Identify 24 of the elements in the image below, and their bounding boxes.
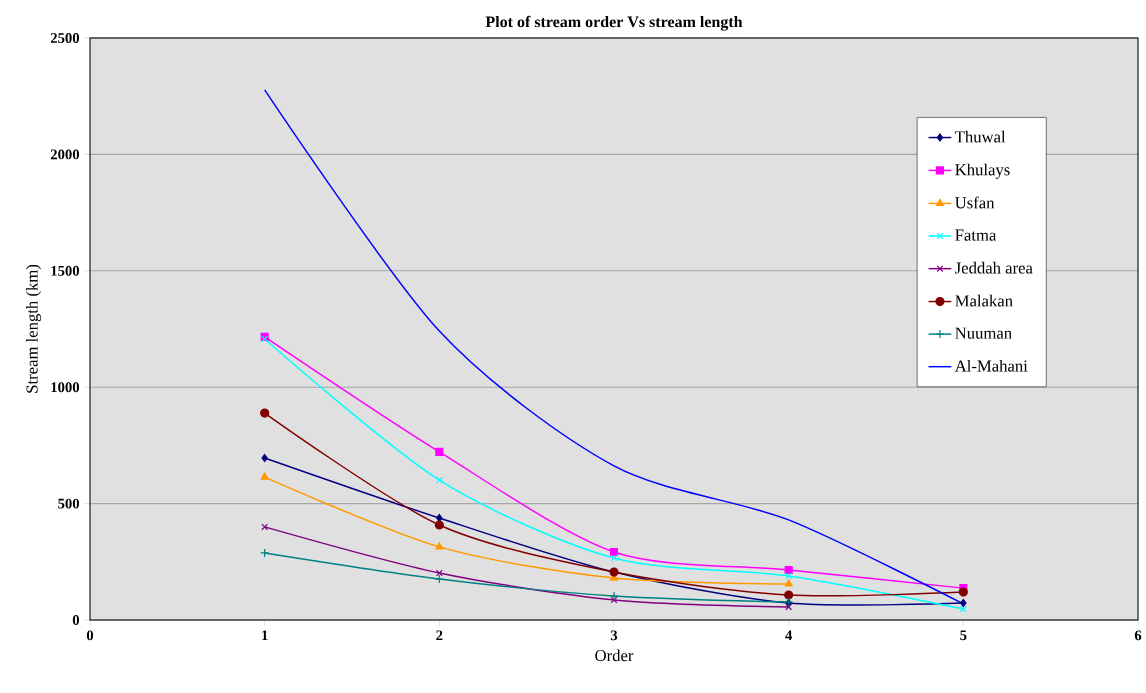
y-tick-label: 1500 xyxy=(51,265,80,276)
chart-title: Plot of stream order Vs stream length xyxy=(485,15,743,31)
y-tick-label: 2000 xyxy=(50,149,80,160)
x-tick-label: 6 xyxy=(1134,630,1142,641)
legend-label: Malakan xyxy=(955,294,1013,307)
y-tick-label: 0 xyxy=(72,615,80,625)
x-axis-title: Order xyxy=(595,649,634,662)
legend-label: Fatma xyxy=(955,229,997,241)
x-tick-label: 3 xyxy=(610,630,618,641)
legend-label: Thuwal xyxy=(955,130,1006,143)
x-tick-label: 1 xyxy=(262,630,268,641)
x-tick-label: 5 xyxy=(960,630,967,641)
y-tick-label: 500 xyxy=(58,498,80,509)
y-axis-title: Stream length (km) xyxy=(25,264,42,393)
legend-label: Al-Mahani xyxy=(954,359,1028,372)
x-tick-label: 4 xyxy=(785,630,793,641)
x-tick-label: 0 xyxy=(86,630,94,641)
legend-label: Nuuman xyxy=(955,327,1012,339)
legend-label: Usfan xyxy=(955,196,995,209)
x-tick-label: 2 xyxy=(436,630,443,641)
legend-label: Jeddah area xyxy=(955,261,1033,274)
y-tick-label: 2500 xyxy=(50,33,80,43)
y-tick-label: 1000 xyxy=(51,382,80,393)
legend-label: Khulays xyxy=(955,163,1010,179)
